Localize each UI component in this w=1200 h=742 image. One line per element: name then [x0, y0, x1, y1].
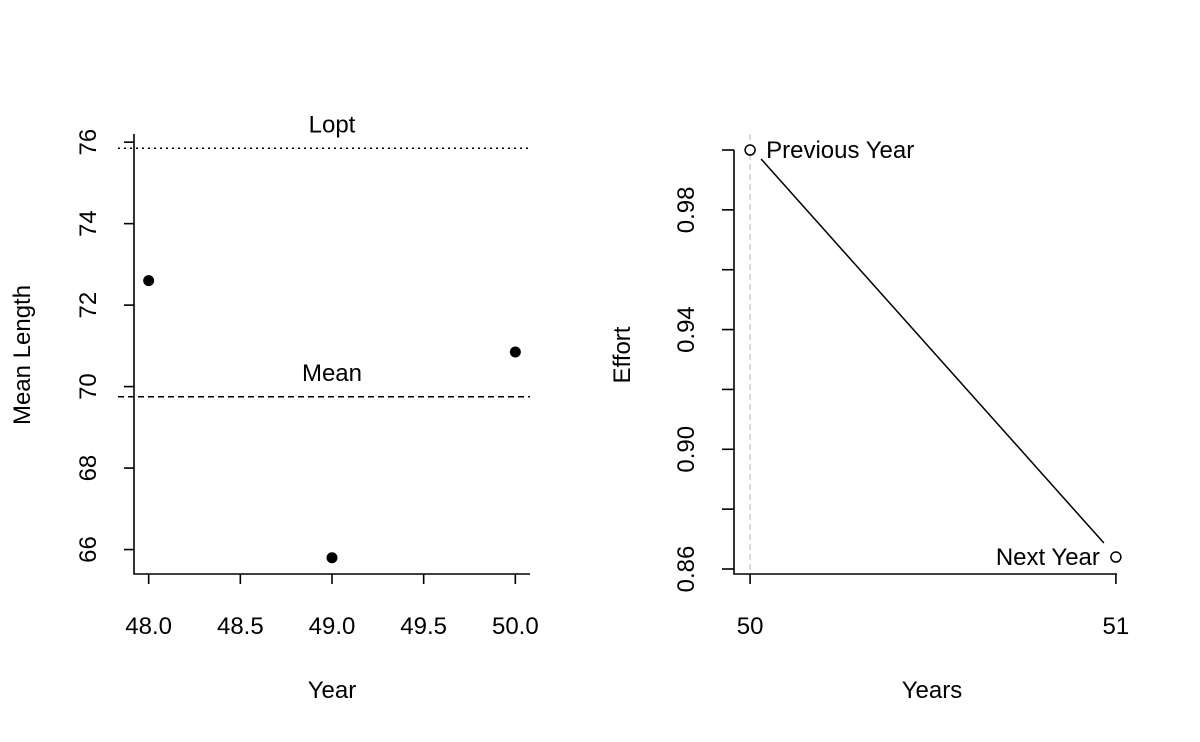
effort-point	[1110, 551, 1122, 563]
right-y-tick-label: 0.90	[673, 426, 700, 473]
effort-trend-line	[760, 158, 1105, 544]
mean-length-point	[509, 346, 521, 358]
left-y-tick-label: 76	[75, 129, 102, 156]
left-x-axis-label: Year	[308, 677, 357, 704]
left-x-tick-label: 49.5	[400, 613, 447, 640]
left-y-tick-label: 66	[75, 536, 102, 563]
left-y-tick-label: 74	[75, 210, 102, 237]
right-y-tick-label: 0.86	[673, 546, 700, 593]
right-data-points: Previous Year Next Year	[744, 137, 1122, 571]
left-reference-lines: Lopt Mean	[118, 111, 530, 398]
right-y-tick-label: 0.98	[673, 186, 700, 233]
right-axes-ticks: 50 51 0.86 0.90 0.94 0.98	[673, 149, 1130, 640]
right-x-axis-label: Years	[902, 677, 963, 704]
right-x-tick-label: 51	[1103, 613, 1130, 640]
lopt-line-label: Lopt	[309, 111, 356, 138]
right-y-tick-label: 0.94	[673, 306, 700, 353]
left-x-tick-label: 48.5	[217, 613, 264, 640]
left-y-tick-label: 68	[75, 455, 102, 482]
left-y-axis-label: Mean Length	[9, 285, 36, 425]
left-data-points	[143, 275, 521, 564]
left-axes-frame	[133, 134, 530, 575]
mean-length-panel: 48.0 48.5 49.0 49.5 50.0 66 68 70 72 74 76 Lopt Mea…	[9, 111, 539, 704]
left-axes-ticks: 48.0 48.5 49.0 49.5 50.0 66 68 70 72 74 76	[75, 129, 539, 640]
previous-year-label: Previous Year	[766, 137, 914, 164]
right-y-axis-label: Effort	[609, 326, 636, 383]
mean-line-label: Mean	[302, 360, 362, 387]
mean-length-point	[326, 552, 338, 564]
right-x-tick-label: 50	[737, 613, 764, 640]
effort-panel: 50 51 0.86 0.90 0.94 0.98 Previous Year Next Y…	[609, 134, 1129, 704]
right-axes-frame	[733, 150, 1117, 575]
mean-length-point	[143, 275, 155, 287]
left-x-tick-label: 50.0	[492, 613, 539, 640]
left-y-tick-label: 70	[75, 373, 102, 400]
effort-point	[744, 144, 756, 156]
right-series-lines	[749, 134, 1105, 574]
left-x-tick-label: 48.0	[125, 613, 172, 640]
next-year-label: Next Year	[996, 544, 1100, 571]
left-y-tick-label: 72	[75, 292, 102, 319]
left-x-tick-label: 49.0	[309, 613, 356, 640]
